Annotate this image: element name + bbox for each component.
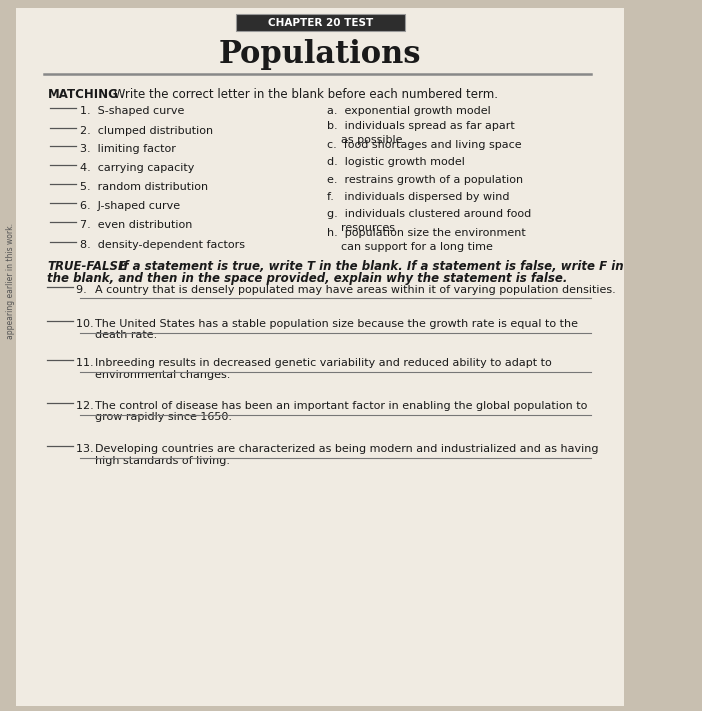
Text: d.  logistic growth model: d. logistic growth model bbox=[326, 157, 465, 167]
Text: Inbreeding results in decreased genetic variability and reduced ability to adapt: Inbreeding results in decreased genetic … bbox=[95, 358, 552, 368]
Text: h.  population size the environment
    can support for a long time: h. population size the environment can s… bbox=[326, 228, 526, 252]
Text: 10.: 10. bbox=[76, 319, 97, 329]
Text: high standards of living.: high standards of living. bbox=[95, 456, 230, 466]
Text: 12.: 12. bbox=[76, 401, 97, 411]
Text: appearing earlier in this work.: appearing earlier in this work. bbox=[6, 223, 15, 339]
Text: TRUE-FALSE: TRUE-FALSE bbox=[48, 260, 126, 273]
Text: CHAPTER 20 TEST: CHAPTER 20 TEST bbox=[267, 18, 373, 28]
Text: If a statement is true, write T in the blank. If a statement is false, write F i: If a statement is true, write T in the b… bbox=[119, 260, 623, 273]
Text: 2.  clumped distribution: 2. clumped distribution bbox=[80, 126, 213, 136]
Text: 8.  density-dependent factors: 8. density-dependent factors bbox=[80, 240, 245, 250]
FancyBboxPatch shape bbox=[236, 14, 405, 31]
Text: e.  restrains growth of a population: e. restrains growth of a population bbox=[326, 175, 523, 185]
Text: 9.: 9. bbox=[76, 285, 93, 295]
Text: 7.  even distribution: 7. even distribution bbox=[80, 220, 192, 230]
Text: the blank, and then in the space provided, explain why the statement is false.: the blank, and then in the space provide… bbox=[48, 272, 568, 285]
Text: The United States has a stable population size because the growth rate is equal : The United States has a stable populatio… bbox=[95, 319, 578, 329]
Text: f.   individuals dispersed by wind: f. individuals dispersed by wind bbox=[326, 192, 509, 202]
Text: 5.  random distribution: 5. random distribution bbox=[80, 182, 208, 192]
FancyBboxPatch shape bbox=[16, 8, 624, 706]
Text: The control of disease has been an important factor in enabling the global popul: The control of disease has been an impor… bbox=[95, 401, 588, 411]
Text: Developing countries are characterized as being modern and industrialized and as: Developing countries are characterized a… bbox=[95, 444, 598, 454]
Text: death rate.: death rate. bbox=[95, 331, 157, 341]
Text: MATCHING: MATCHING bbox=[48, 88, 119, 101]
Text: b.  individuals spread as far apart
    as possible: b. individuals spread as far apart as po… bbox=[326, 121, 515, 144]
Text: grow rapidly since 1650.: grow rapidly since 1650. bbox=[95, 412, 232, 422]
Text: Populations: Populations bbox=[219, 40, 422, 70]
Text: Write the correct letter in the blank before each numbered term.: Write the correct letter in the blank be… bbox=[110, 88, 498, 101]
Text: 4.  carrying capacity: 4. carrying capacity bbox=[80, 163, 194, 173]
Text: 6.  J-shaped curve: 6. J-shaped curve bbox=[80, 201, 180, 211]
Text: g.  individuals clustered around food
    resources: g. individuals clustered around food res… bbox=[326, 209, 531, 232]
Text: 11.: 11. bbox=[76, 358, 97, 368]
Text: a.  exponential growth model: a. exponential growth model bbox=[326, 106, 491, 116]
Text: c.  food shortages and living space: c. food shortages and living space bbox=[326, 140, 522, 150]
Text: 3.  limiting factor: 3. limiting factor bbox=[80, 144, 176, 154]
Text: A country that is densely populated may have areas within it of varying populati: A country that is densely populated may … bbox=[95, 285, 616, 295]
Text: environmental changes.: environmental changes. bbox=[95, 370, 230, 380]
Text: 13.: 13. bbox=[76, 444, 97, 454]
Text: 1.  S-shaped curve: 1. S-shaped curve bbox=[80, 106, 185, 116]
